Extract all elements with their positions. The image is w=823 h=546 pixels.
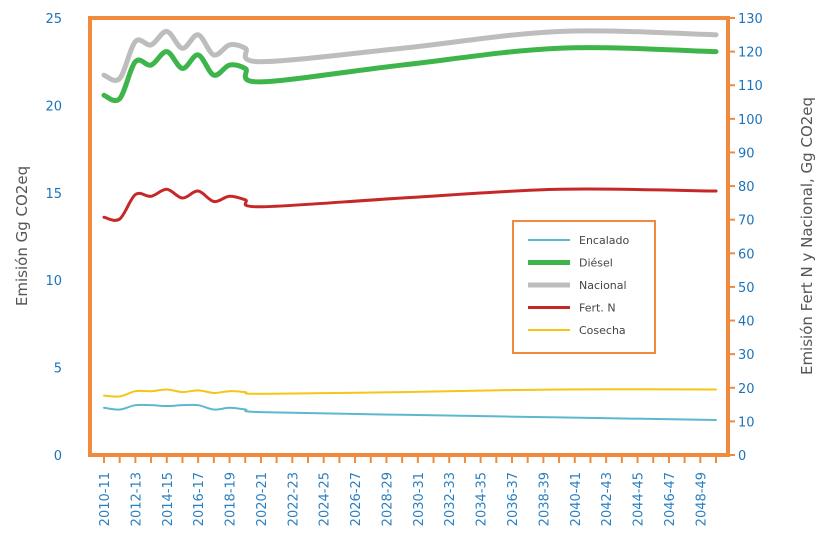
right-tick-label: 130: [738, 12, 763, 27]
legend-label: Fert. N: [579, 302, 616, 315]
legend-label: Encalado: [579, 234, 629, 247]
right-tick-label: 60: [738, 247, 755, 262]
x-tick-label: 2020-21: [255, 472, 270, 526]
legend-label: Nacional: [579, 279, 627, 292]
x-tick-label: 2016-17: [192, 472, 207, 526]
right-tick-label: 100: [738, 113, 763, 128]
x-tick-label: 2012-13: [129, 472, 144, 526]
x-tick-label: 2040-41: [569, 472, 584, 526]
series-line-encalado: [103, 403, 717, 422]
x-tick-label: 2032-33: [443, 472, 458, 526]
right-tick-label: 120: [738, 46, 763, 61]
right-tick-label: 10: [738, 415, 755, 430]
left-tick-label: 0: [54, 449, 62, 464]
left-tick-label: 10: [45, 274, 62, 289]
x-tick-label: 2034-35: [475, 472, 490, 526]
x-tick-label: 2010-11: [98, 472, 113, 526]
x-tick-label: 2044-45: [632, 472, 647, 526]
right-tick-label: 110: [738, 79, 763, 94]
series-line-nacional: [101, 28, 719, 83]
x-tick-label: 2022-23: [286, 472, 301, 526]
legend-label: Cosecha: [579, 324, 626, 337]
x-tick-label: 2014-15: [161, 472, 176, 526]
right-tick-label: 30: [738, 348, 755, 363]
x-axis-ticks: 2010-11 2012-13 2014-15 2016-17 2018-19 2020-…: [98, 455, 717, 526]
left-tick-label: 20: [45, 99, 62, 114]
series-lines: [101, 28, 719, 422]
right-tick-label: 80: [738, 180, 755, 195]
right-tick-label: 50: [738, 281, 755, 296]
right-tick-label: 90: [738, 146, 755, 161]
left-tick-label: 5: [54, 362, 62, 377]
series-line-di-sel: [101, 45, 719, 104]
left-tick-label: 25: [45, 12, 62, 27]
x-tick-label: 2042-43: [600, 472, 615, 526]
left-tick-label: 15: [45, 187, 62, 202]
right-axis-title: Emisión Fert N y Nacional, Gg CO2eq: [798, 97, 816, 375]
right-tick-label: 0: [738, 449, 746, 464]
x-tick-label: 2046-47: [663, 472, 678, 526]
x-tick-label: 2024-25: [318, 472, 333, 526]
x-tick-label: 2018-19: [224, 472, 239, 526]
x-tick-label: 2026-27: [349, 472, 364, 526]
x-tick-label: 2036-37: [506, 472, 521, 526]
series-line-fert-n: [102, 187, 718, 222]
legend: Encalado Diésel Nacional Fert. N Cosecha: [512, 220, 656, 354]
legend-label: Diésel: [579, 257, 613, 270]
right-tick-label: 20: [738, 382, 755, 397]
plot-frame: [88, 16, 730, 457]
x-tick-label: 2030-31: [412, 472, 427, 526]
right-tick-label: 70: [738, 214, 755, 229]
x-tick-label: 2048-49: [694, 472, 709, 526]
x-tick-label: 2028-29: [380, 472, 395, 526]
x-tick-label: 2038-39: [537, 472, 552, 526]
series-line-cosecha: [103, 388, 717, 398]
left-axis-title: Emisión Gg CO2eq: [13, 166, 31, 306]
left-axis-ticks: 0 5 10 15 20 25: [45, 12, 62, 464]
right-tick-label: 40: [738, 315, 755, 330]
right-axis-ticks: 0 10 20 30 40 50 60 70 80 90 100 110 120 130: [728, 12, 763, 464]
